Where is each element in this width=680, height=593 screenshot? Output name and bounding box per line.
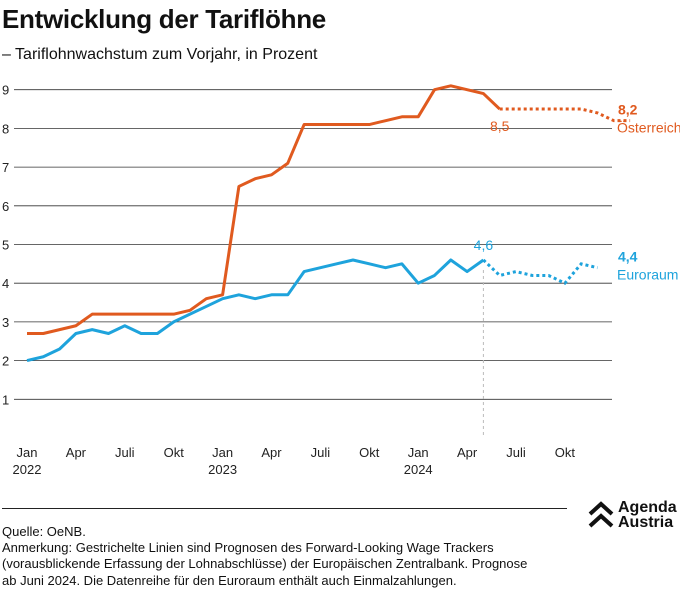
x-tick-label-30: Juli	[506, 445, 526, 460]
end-value-label-austria: 8,2	[618, 102, 638, 118]
series-name-label-euro: Euroraum	[617, 267, 678, 283]
x-tick-label-33: Okt	[555, 445, 576, 460]
x-tick-year-0: 2022	[13, 462, 42, 477]
x-tick-label-18: Juli	[311, 445, 331, 460]
end-value-label-euro: 4,4	[618, 249, 638, 265]
footer-divider	[2, 508, 567, 509]
y-tick-label-8: 8	[2, 121, 9, 136]
logo-line-2: Austria	[618, 514, 674, 531]
y-tick-label-6: 6	[2, 199, 9, 214]
series-line-euro	[26, 258, 485, 363]
x-tick-year-24: 2024	[404, 462, 433, 477]
marker-label-euro: 4,6	[474, 237, 494, 253]
note-line-2: (vorausblickende Erfassung der Lohnabsch…	[2, 556, 528, 572]
agenda-austria-logo: Agenda Austria	[588, 499, 677, 531]
x-tick-label-21: Okt	[359, 445, 380, 460]
x-tick-label-15: Apr	[261, 445, 282, 460]
line-chart: 1 2 3 4 5 6 7 8 9 Jan 2022 Apr Juli Okt Jan 2023 Apr Juli…	[2, 83, 680, 477]
y-tick-label-5: 5	[2, 238, 9, 253]
source-text: Quelle: OeNB.	[2, 524, 86, 539]
y-tick-label-9: 9	[2, 83, 9, 98]
x-tick-year-12: 2023	[208, 462, 237, 477]
x-tick-label-3: Apr	[66, 445, 87, 460]
series-line-austria	[27, 84, 501, 336]
y-tick-label-1: 1	[2, 392, 9, 407]
x-tick-label-12: Jan	[212, 445, 233, 460]
y-tick-label-7: 7	[2, 160, 9, 175]
y-tick-label-2: 2	[2, 354, 9, 369]
note-line-1: Anmerkung: Gestrichelte Linien sind Prog…	[2, 540, 494, 556]
x-tick-label-27: Apr	[457, 445, 478, 460]
chart-title: Entwicklung der Tariflöhne	[2, 4, 326, 34]
logo-line-1: Agenda	[618, 499, 677, 516]
y-tick-label-4: 4	[2, 276, 9, 291]
x-tick-label-0: Jan	[17, 445, 38, 460]
series-forecast-line-austria	[499, 107, 631, 123]
chevron-up-logo-icon	[588, 501, 614, 528]
marker-label-austria: 8,5	[490, 118, 510, 134]
note-line-3: ab Juni 2024. Die Datenreihe für den Eur…	[2, 572, 457, 588]
series-name-label-austria: Österreich	[617, 119, 680, 136]
x-tick-label-9: Okt	[164, 445, 185, 460]
chart-subtitle: – Tariflohnwachstum zum Vorjahr, in Proz…	[2, 46, 318, 63]
series-forecast-line-euro	[482, 258, 598, 286]
y-tick-label-3: 3	[2, 315, 9, 330]
footer-notes: Quelle: OeNB. Anmerkung: Gestrichelte Li…	[2, 524, 674, 589]
x-tick-label-6: Juli	[115, 445, 135, 460]
x-tick-label-24: Jan	[408, 445, 429, 460]
